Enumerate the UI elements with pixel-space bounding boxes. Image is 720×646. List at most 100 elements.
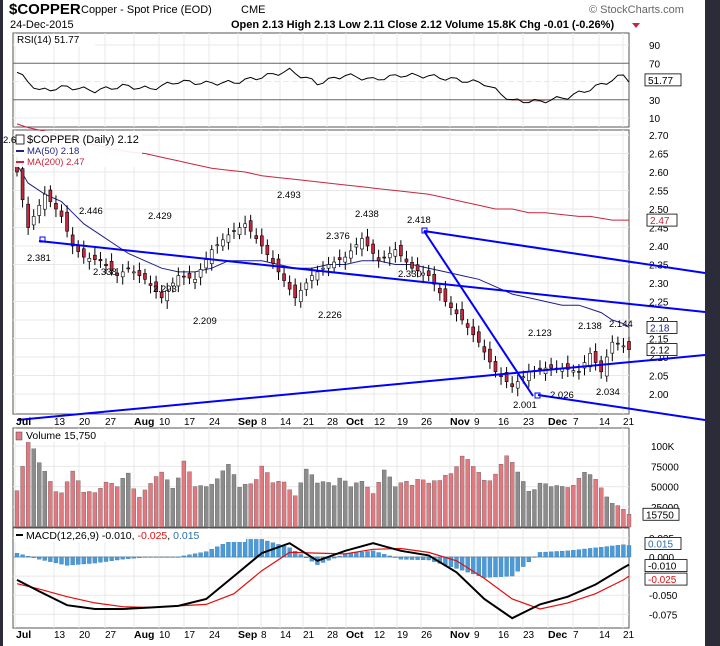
trendline-drop	[423, 230, 534, 397]
candle-up	[120, 271, 125, 278]
volume-bar	[192, 486, 198, 528]
candle-down	[616, 342, 620, 345]
candle-down	[565, 363, 570, 370]
volume-legend-swatch	[15, 431, 23, 441]
rsi-value-tag: 51.77	[648, 76, 673, 87]
volume-bar	[532, 489, 537, 528]
macd-histogram-bar	[114, 556, 120, 561]
macd-histogram-bar	[304, 556, 309, 559]
candle-down	[143, 273, 147, 280]
candle-down	[460, 309, 464, 321]
x-axis-bottom-label: 10	[159, 630, 171, 641]
volume-bar	[53, 491, 59, 528]
x-axis-bottom-label: 14	[599, 630, 611, 641]
price-annotation: 2.138	[578, 321, 602, 332]
volume-bar	[176, 477, 181, 528]
macd-hist-tag: 0.015	[648, 539, 673, 550]
x-axis-bottom-label: 8	[261, 630, 267, 641]
header-name: Copper - Spot Price (EOD)	[81, 4, 212, 16]
macd-histogram-bar	[87, 556, 92, 564]
x-axis-bottom-label: 13	[54, 630, 66, 641]
macd-histogram-bar	[159, 556, 164, 558]
macd-signal-tag-box	[644, 572, 688, 586]
volume-bar	[404, 481, 409, 528]
volume-tick-label: 75000	[651, 462, 679, 473]
price-tick-label: 2.30	[649, 279, 669, 290]
macd-histogram-bar	[259, 539, 264, 558]
macd-histogram-bar	[153, 556, 159, 558]
volume-bar	[226, 464, 231, 528]
volume-label-bg	[14, 429, 106, 442]
candle-down	[20, 168, 25, 201]
macd-histogram-bar	[409, 556, 415, 560]
volume-bar	[270, 482, 276, 528]
volume-bar	[76, 480, 81, 528]
rsi-label: RSI(14) 51.77	[17, 35, 80, 46]
volume-bar	[170, 488, 175, 528]
volume-bar	[64, 481, 70, 528]
candle-down	[282, 273, 286, 281]
candle-down	[382, 256, 387, 259]
candle-up	[332, 261, 336, 269]
x-axis-bottom-label: Nov	[450, 629, 470, 641]
candle-up	[198, 269, 203, 278]
macd-histogram-bar	[626, 545, 632, 558]
rsi-tick-label: 90	[649, 41, 661, 52]
x-axis-top-label: 24	[209, 417, 221, 428]
candle-down	[271, 258, 275, 264]
candle-down	[410, 262, 414, 269]
volume-bar	[265, 472, 270, 528]
candle-down	[476, 331, 481, 343]
candle-down	[599, 360, 603, 373]
volume-bar	[459, 455, 465, 528]
volume-tick-label: 50000	[651, 483, 679, 494]
macd-histogram-bar	[103, 556, 109, 562]
volume-bar	[20, 466, 25, 528]
macd-histogram-bar	[25, 556, 31, 558]
candle-down	[70, 234, 75, 247]
macd-histogram-bar	[615, 545, 621, 558]
volume-bar	[476, 472, 481, 528]
candle-up	[204, 259, 208, 269]
macd-histogram-bar	[565, 550, 570, 558]
x-axis-top-label: 7	[573, 417, 579, 428]
macd-histogram-bar	[215, 546, 220, 558]
x-axis-top-label: Jul	[16, 416, 31, 428]
price-annotation: 2.438	[355, 209, 379, 220]
macd-histogram-bar	[42, 556, 47, 561]
price-annotation: 2.034	[596, 387, 620, 398]
x-axis-bottom-label: Jul	[16, 629, 31, 641]
macd-label-part: -0.025	[137, 530, 167, 542]
volume-bar	[25, 439, 31, 528]
volume-bar	[420, 479, 426, 528]
candle-down	[471, 326, 476, 336]
volume-bar	[98, 488, 103, 528]
volume-bar	[382, 469, 387, 528]
volume-bar	[59, 492, 64, 528]
macd-tick-label: -0.075	[649, 610, 678, 621]
x-axis-bottom-label: 20	[79, 630, 91, 641]
candle-down	[337, 257, 342, 260]
volume-bar	[471, 466, 476, 528]
macd-histogram-bar	[365, 551, 370, 558]
candle-down	[137, 270, 142, 276]
candle-up	[326, 264, 331, 269]
macd-histogram-bar	[142, 556, 148, 558]
volume-bar	[576, 478, 582, 528]
x-axis-bottom-label: 7	[573, 630, 579, 641]
volume-bar	[537, 482, 543, 528]
macd-histogram-bar	[354, 552, 359, 558]
candle-down	[415, 264, 420, 271]
macd-label-part: ,	[132, 530, 138, 542]
volume-bar	[370, 493, 376, 528]
volume-bar	[393, 486, 398, 528]
macd-histogram-bar	[31, 556, 36, 558]
candle-down	[399, 244, 403, 257]
candle-up	[610, 341, 615, 354]
macd-histogram-bar	[220, 544, 226, 558]
ma200-tag: 2.47	[650, 216, 670, 227]
candle-up	[321, 267, 325, 270]
macd-histogram-bar	[448, 556, 454, 567]
ma50-tag-box	[646, 320, 678, 334]
trendline-1	[16, 354, 705, 421]
